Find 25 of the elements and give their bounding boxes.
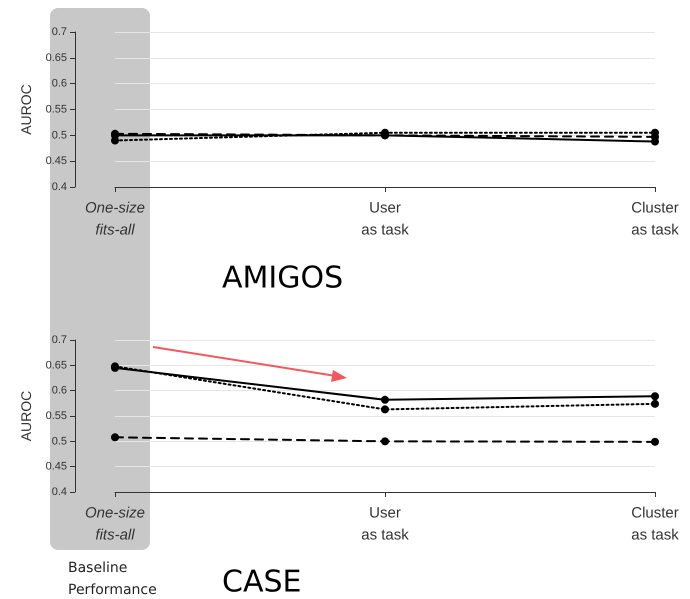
y-tick-label: 0.55 <box>46 410 67 422</box>
y-tick-label: 0.5 <box>52 129 67 142</box>
y-axis-title: AUROC <box>18 84 34 135</box>
y-tick-label: 0.6 <box>52 384 67 397</box>
y-tick-label: 0.4 <box>52 486 67 498</box>
x-tick-label: One-size fits-all <box>84 200 146 238</box>
x-tick-label: Cluster as task <box>631 200 680 238</box>
y-tick-label: 0.4 <box>52 181 67 193</box>
text: Baseline Performance <box>68 560 157 598</box>
y-tick-label: 0.5 <box>52 435 67 448</box>
y-tick-label: 0.7 <box>52 334 67 346</box>
x-tick-label: Cluster as task <box>631 504 680 544</box>
y-tick-label: 0.65 <box>46 359 67 372</box>
text: CASE <box>222 564 302 599</box>
x-tick-label: User as task <box>361 200 410 238</box>
y-tick-label: 0.45 <box>46 460 67 473</box>
y-tick-label: 0.45 <box>46 155 67 168</box>
text: AMIGOS <box>222 260 344 296</box>
y-tick-label: 0.6 <box>52 78 67 90</box>
x-tick-label: One-size fits-all <box>84 504 146 544</box>
y-axis-title: AUROC <box>18 390 34 442</box>
y-tick-label: 0.65 <box>46 52 67 64</box>
y-tick-label: 0.7 <box>52 26 67 38</box>
x-tick-label: User as task <box>361 504 410 544</box>
y-tick-label: 0.55 <box>46 104 67 116</box>
